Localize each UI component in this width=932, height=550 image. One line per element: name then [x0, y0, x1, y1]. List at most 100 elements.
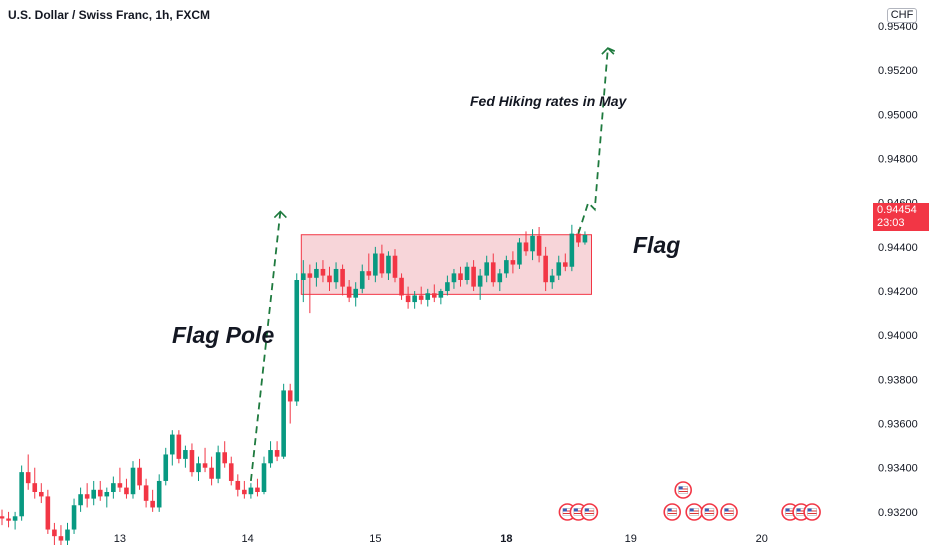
candle — [510, 251, 516, 274]
candle-body — [111, 483, 116, 492]
candle-body — [91, 489, 96, 499]
event-flag-icon[interactable] — [663, 503, 682, 521]
candle-body — [301, 273, 306, 280]
candle-body — [137, 467, 142, 486]
candle — [287, 383, 293, 424]
candle — [556, 255, 562, 280]
candle-body — [104, 492, 110, 497]
candle — [6, 511, 11, 528]
candle — [12, 511, 18, 530]
candle-body — [327, 275, 332, 283]
candle — [202, 447, 208, 473]
event-flag-icon[interactable] — [674, 481, 693, 499]
candle — [392, 249, 398, 283]
candle-body — [543, 255, 548, 283]
event-flag-icon[interactable] — [580, 503, 599, 521]
event-flag-icon[interactable] — [569, 503, 588, 521]
candle — [235, 474, 241, 497]
candle-body — [176, 434, 182, 459]
x-tick-label: 18 — [500, 533, 512, 545]
candle-body — [530, 235, 535, 252]
y-tick-label: 0.93800 — [878, 374, 918, 386]
event-flag-icon[interactable] — [803, 503, 821, 521]
candle-body — [183, 450, 188, 459]
event-flag-icon[interactable] — [720, 503, 738, 521]
candle — [52, 522, 57, 545]
candle-body — [504, 260, 509, 274]
candle-body — [281, 390, 286, 457]
target-projection-line[interactable] — [577, 46, 619, 234]
candle — [366, 253, 372, 280]
candle-body — [399, 277, 404, 296]
candle — [314, 262, 319, 287]
candle-body — [32, 483, 38, 492]
target-arrowhead — [601, 46, 615, 55]
candle — [58, 525, 64, 545]
candle — [346, 280, 352, 303]
candle — [84, 483, 90, 508]
candle — [176, 430, 182, 464]
candle — [405, 286, 411, 309]
candle — [150, 489, 155, 512]
candle-body — [78, 494, 83, 506]
candle — [307, 264, 313, 314]
y-tick-label: 0.93200 — [878, 507, 918, 519]
candle-body — [484, 262, 489, 276]
candle — [418, 286, 424, 305]
candle — [124, 478, 129, 499]
candle-body — [248, 487, 254, 495]
candle — [117, 467, 123, 492]
candle — [268, 441, 273, 468]
candle-body — [202, 463, 208, 468]
bar-countdown: 23:03 — [877, 217, 905, 229]
candle — [71, 498, 77, 534]
currency-badge[interactable]: CHF — [887, 8, 917, 23]
candle — [386, 251, 391, 280]
candle — [320, 260, 326, 283]
candle — [0, 509, 5, 526]
candle-body — [71, 505, 77, 530]
candles — [0, 224, 588, 545]
candle-body — [124, 487, 129, 495]
candle-body — [510, 260, 516, 265]
x-tick-label: 15 — [369, 533, 381, 545]
candle-body — [523, 242, 529, 252]
x-tick-label: 19 — [625, 533, 637, 545]
x-tick-label: 14 — [242, 533, 254, 545]
candle — [209, 456, 214, 486]
candle-body — [242, 489, 247, 495]
candle-body — [25, 472, 31, 484]
candle-body — [392, 255, 398, 278]
candle — [242, 480, 247, 499]
candle — [432, 284, 437, 303]
candle-body — [445, 282, 450, 292]
candle-body — [517, 242, 522, 265]
candle-body — [314, 268, 319, 278]
candle-body — [477, 275, 483, 287]
candle-body — [563, 262, 568, 267]
candle — [504, 255, 509, 278]
candle — [477, 268, 483, 300]
candle-body — [19, 472, 24, 517]
candle-body — [320, 268, 326, 276]
candle — [425, 288, 431, 307]
candle-body — [0, 516, 5, 519]
candle — [104, 487, 110, 508]
pole-projection-line[interactable] — [250, 211, 282, 482]
candle-body — [549, 275, 555, 283]
candle — [458, 266, 463, 287]
event-flag-icon[interactable] — [700, 503, 719, 521]
candle — [523, 231, 529, 256]
event-flag-icon[interactable] — [685, 503, 704, 521]
candle — [222, 441, 227, 468]
candle-body — [150, 500, 155, 508]
candle — [25, 454, 31, 490]
candle-body — [464, 266, 470, 280]
candle-body — [45, 496, 51, 530]
candle-body — [163, 454, 169, 481]
time-axis: 13 14 15 18 19 20 — [114, 533, 768, 545]
candle-body — [235, 480, 241, 490]
candle-body — [228, 463, 234, 481]
candle-body — [6, 518, 11, 521]
